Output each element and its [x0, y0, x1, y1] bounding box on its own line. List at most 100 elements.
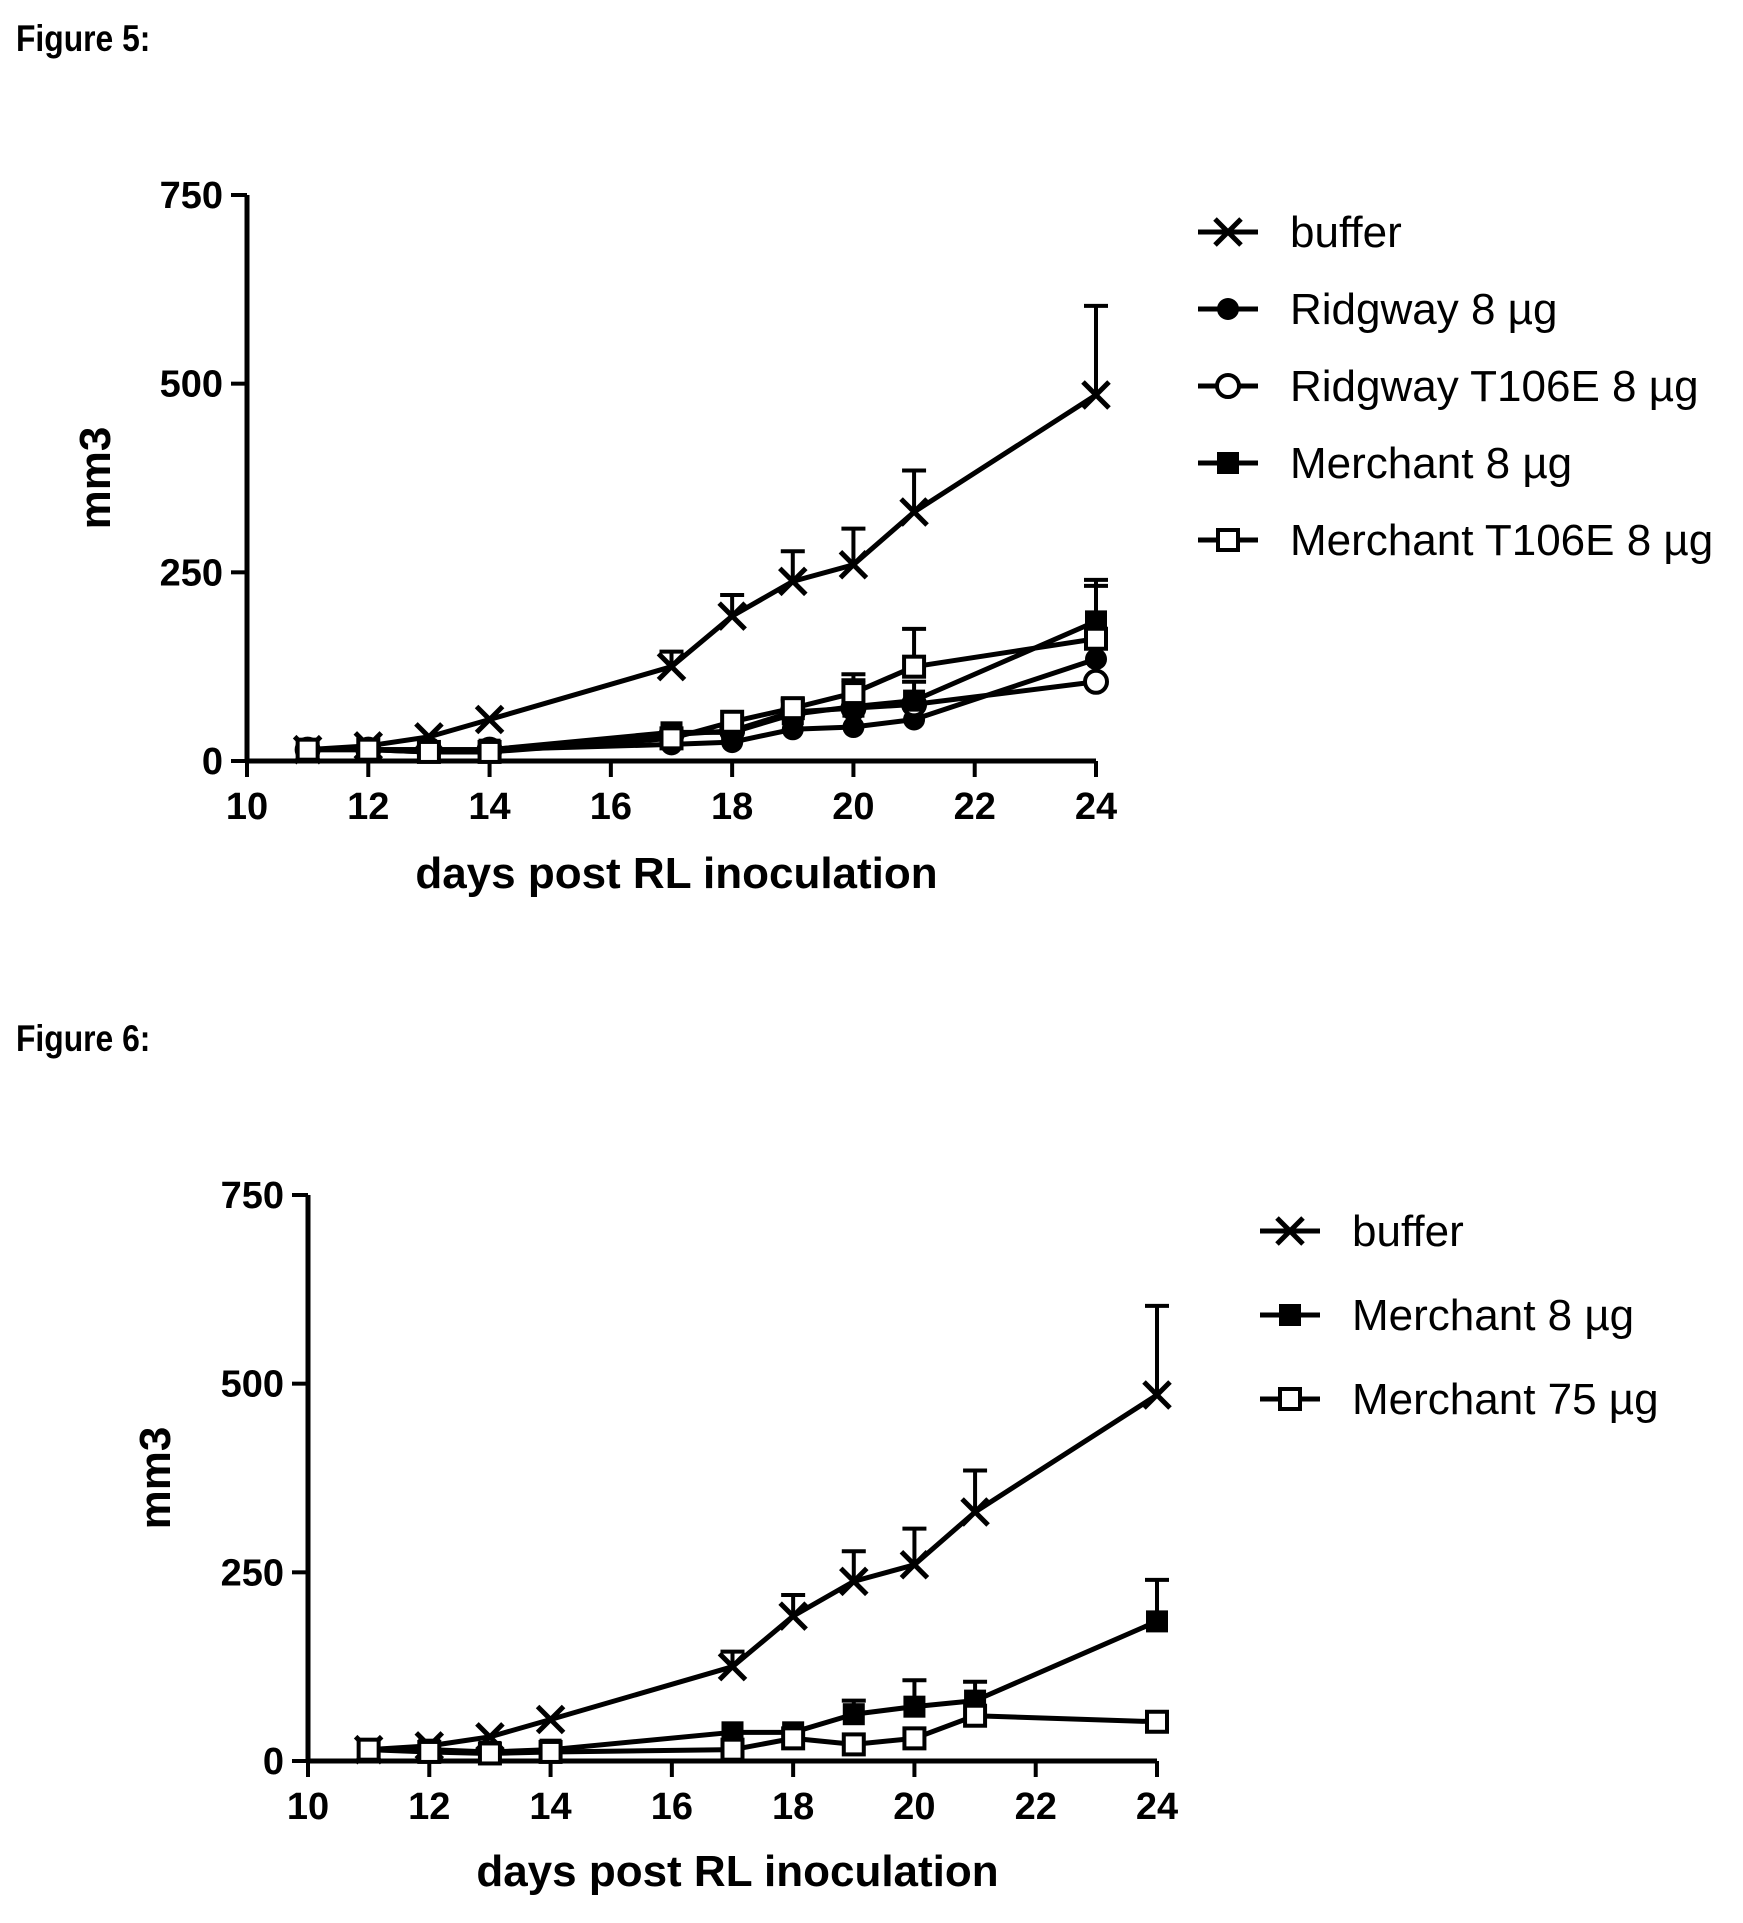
x-tick-label: 24: [1075, 786, 1117, 828]
x-tick-label: 18: [711, 786, 753, 828]
legend-item-ridgway-8-ug: Ridgway 8 µg: [1198, 285, 1557, 334]
data-point: [778, 566, 808, 597]
data-point: [1146, 1610, 1168, 1633]
figure-5-label: Figure 5:: [16, 18, 151, 59]
data-point: [781, 1726, 806, 1751]
data-point: [899, 1550, 930, 1580]
y-tick-label: 250: [221, 1552, 284, 1594]
x-axis-title: days post RL inoculation: [415, 849, 937, 898]
series-merchant-t106e-8-ug: [295, 583, 1108, 764]
legend-marker: [1275, 1216, 1305, 1246]
x-axis-title: days post RL inoculation: [476, 1847, 998, 1896]
x-tick-label: 16: [590, 786, 632, 828]
data-point: [717, 1651, 748, 1682]
legend-marker: [1216, 528, 1240, 552]
legend-item-buffer: buffer: [1260, 1207, 1464, 1256]
x-tick-label: 12: [408, 1786, 450, 1828]
data-point: [356, 737, 381, 762]
data-point: [842, 1703, 865, 1726]
legend-label: buffer: [1290, 208, 1402, 257]
legend-label: Merchant 8 µg: [1352, 1291, 1634, 1340]
legend-marker: [1215, 373, 1241, 399]
x-tick-label: 22: [1015, 1786, 1057, 1828]
data-point: [1084, 626, 1108, 651]
series-line: [368, 1392, 1159, 1753]
data-point: [903, 1695, 926, 1718]
figure-6-chart: 10 12 14 16 18 20 22 24 0 250 500 750 days post RL i…: [131, 1175, 1659, 1896]
data-point: [1081, 380, 1111, 410]
data-point: [903, 689, 926, 712]
series-line: [368, 1713, 1158, 1756]
data-point: [902, 654, 927, 679]
data-point: [356, 1737, 381, 1762]
legend-item-ridgway-t106e-8-ug: Ridgway T106E 8 µg: [1198, 362, 1699, 411]
data-point: [839, 1566, 869, 1597]
x-tick-label: 20: [893, 1786, 935, 1828]
data-point: [1145, 1709, 1169, 1734]
series-merchant-75-ug: [356, 1703, 1169, 1766]
x-tick-label: 22: [954, 786, 996, 828]
legend-marker: [1279, 1304, 1301, 1326]
y-tick-label: 750: [160, 175, 223, 217]
legend-marker: [1278, 1387, 1302, 1411]
legend-marker: [1217, 452, 1239, 474]
y-tick-label: 500: [221, 1364, 284, 1406]
data-point: [538, 1739, 563, 1764]
x-tick-label: 14: [529, 1786, 571, 1828]
data-point: [780, 696, 805, 721]
figure-6-label: Figure 6:: [16, 1018, 151, 1059]
data-point: [474, 704, 505, 735]
series-merchant-8-ug: [357, 1577, 1169, 1763]
legend-item-merchant-8-ug: Merchant 8 µg: [1198, 439, 1572, 488]
data-point: [720, 709, 745, 734]
y-axis-title: mm3: [131, 1427, 180, 1530]
legend-label: Merchant 75 µg: [1352, 1375, 1659, 1424]
data-point: [1085, 648, 1107, 671]
series-buffer: [353, 1303, 1172, 1765]
series-line: [307, 636, 1097, 755]
data-point: [659, 726, 684, 751]
data-point: [717, 601, 747, 631]
data-point: [477, 739, 502, 764]
series-merchant-8-ug: [296, 577, 1108, 763]
data-point: [417, 1739, 442, 1764]
legend-label: Merchant T106E 8 µg: [1290, 516, 1713, 565]
data-point: [1083, 668, 1109, 695]
y-tick-label: 0: [202, 741, 223, 783]
legend-label: Merchant 8 µg: [1290, 439, 1572, 488]
data-point: [1142, 1380, 1172, 1410]
legend-marker: [1217, 298, 1239, 320]
legend-label: buffer: [1352, 1207, 1464, 1256]
data-point: [902, 1726, 927, 1751]
x-tick-label: 12: [347, 786, 389, 828]
series-line: [307, 392, 1098, 753]
data-point: [841, 681, 866, 706]
legend-item-merchant-8-ug: Merchant 8 µg: [1260, 1291, 1634, 1340]
data-point: [899, 497, 929, 527]
data-point: [963, 1703, 988, 1728]
data-point: [778, 1601, 808, 1631]
data-point: [960, 1497, 990, 1527]
data-point: [477, 1741, 502, 1766]
legend-label: Ridgway T106E 8 µg: [1290, 362, 1699, 411]
data-point: [842, 716, 865, 739]
legend-item-buffer: buffer: [1198, 208, 1402, 257]
legend-marker: [1213, 217, 1243, 247]
y-tick-label: 0: [263, 1741, 284, 1783]
x-tick-label: 14: [468, 786, 510, 828]
legend-label: Ridgway 8 µg: [1290, 285, 1557, 334]
x-tick-label: 20: [832, 786, 874, 828]
y-axis-title: mm3: [71, 427, 120, 530]
data-point: [720, 1737, 745, 1762]
y-tick-label: 500: [160, 364, 223, 406]
x-tick-label: 24: [1136, 1786, 1178, 1828]
legend-item-merchant-t106e-8-ug: Merchant T106E 8 µg: [1198, 516, 1713, 565]
x-tick-label: 10: [287, 1786, 329, 1828]
figure-5-chart: 10 12 14 16 18 20 22 24 0 250 500 750 days post RL i…: [71, 175, 1713, 898]
y-tick-label: 750: [221, 1175, 284, 1217]
data-point: [838, 550, 869, 580]
data-point: [295, 737, 320, 762]
data-point: [535, 1704, 566, 1735]
data-point: [656, 651, 687, 682]
